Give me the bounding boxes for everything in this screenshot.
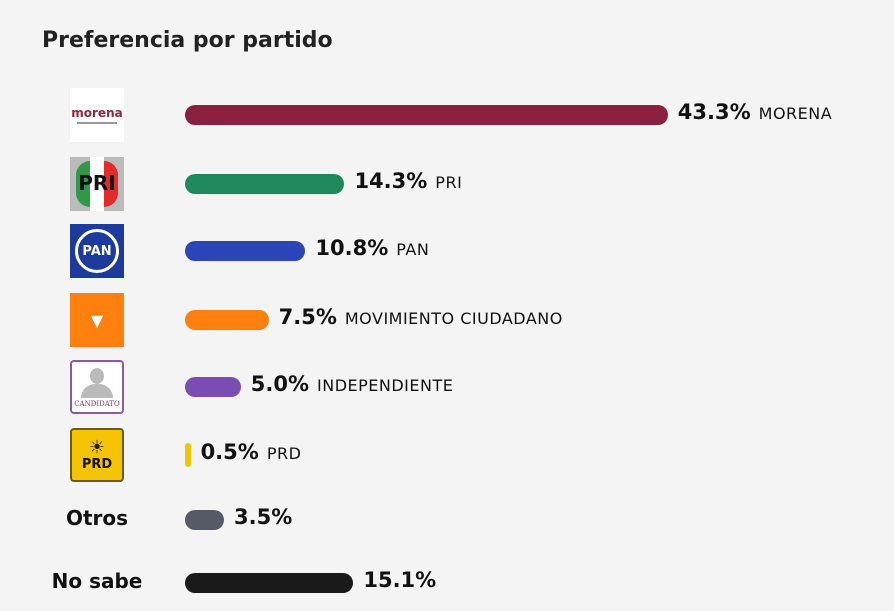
data-label: 14.3%	[354, 169, 428, 193]
party-name: PAN	[396, 240, 430, 259]
value-label: 43.3% MORENA	[678, 100, 832, 124]
bar-row: Otros 3.5%	[0, 492, 894, 548]
category-label: No sabe	[51, 569, 143, 593]
data-label: 15.1%	[363, 568, 437, 592]
bar	[185, 443, 191, 467]
value-label: 3.5%	[234, 505, 292, 529]
bar-row: No sabe 15.1%	[0, 555, 894, 611]
data-label: 5.0%	[250, 372, 309, 396]
bar-row: ▼ 7.5% MOVIMIENTO CIUDADANO	[0, 292, 894, 348]
data-label: 10.8%	[315, 236, 389, 260]
candidato-independiente-logo: CANDIDATO	[70, 360, 124, 414]
value-label: 0.5% PRD	[201, 440, 302, 464]
data-label: 7.5%	[278, 305, 337, 329]
category-label: Otros	[65, 506, 129, 530]
bar-row: CANDIDATO 5.0% INDEPENDIENTE	[0, 359, 894, 415]
bar	[185, 510, 225, 530]
bar	[185, 310, 269, 330]
pri-logo: PRI	[70, 157, 124, 211]
data-label: 0.5%	[200, 440, 259, 464]
data-label: 43.3%	[677, 100, 751, 124]
movimiento-ciudadano-logo: ▼	[70, 293, 124, 347]
party-name: MOVIMIENTO CIUDADANO	[344, 309, 563, 328]
value-label: 5.0% INDEPENDIENTE	[251, 372, 454, 396]
value-label: 10.8% PAN	[315, 236, 429, 260]
bar-row: ☀ PRD 0.5% PRD	[0, 427, 894, 483]
value-label: 7.5% MOVIMIENTO CIUDADANO	[279, 305, 563, 329]
party-name: MORENA	[758, 104, 833, 123]
data-label: 3.5%	[234, 505, 293, 529]
party-name: INDEPENDIENTE	[317, 376, 454, 395]
party-name: PRD	[266, 444, 302, 463]
value-label: 14.3% PRI	[354, 169, 462, 193]
party-name: PRI	[435, 173, 463, 192]
prd-logo: ☀ PRD	[70, 428, 124, 482]
bar-row: morena 43.3% MORENA	[0, 87, 894, 143]
chart-title: Preferencia por partido	[42, 28, 333, 53]
bar	[185, 573, 354, 593]
bar	[185, 105, 668, 125]
bar	[185, 174, 345, 194]
pan-logo: PAN	[70, 224, 124, 278]
bar	[185, 377, 241, 397]
bar	[185, 241, 306, 261]
value-label: 15.1%	[363, 568, 436, 592]
bar-row: PAN 10.8% PAN	[0, 223, 894, 279]
bar-row: PRI 14.3% PRI	[0, 156, 894, 212]
morena-logo: morena	[70, 88, 124, 142]
